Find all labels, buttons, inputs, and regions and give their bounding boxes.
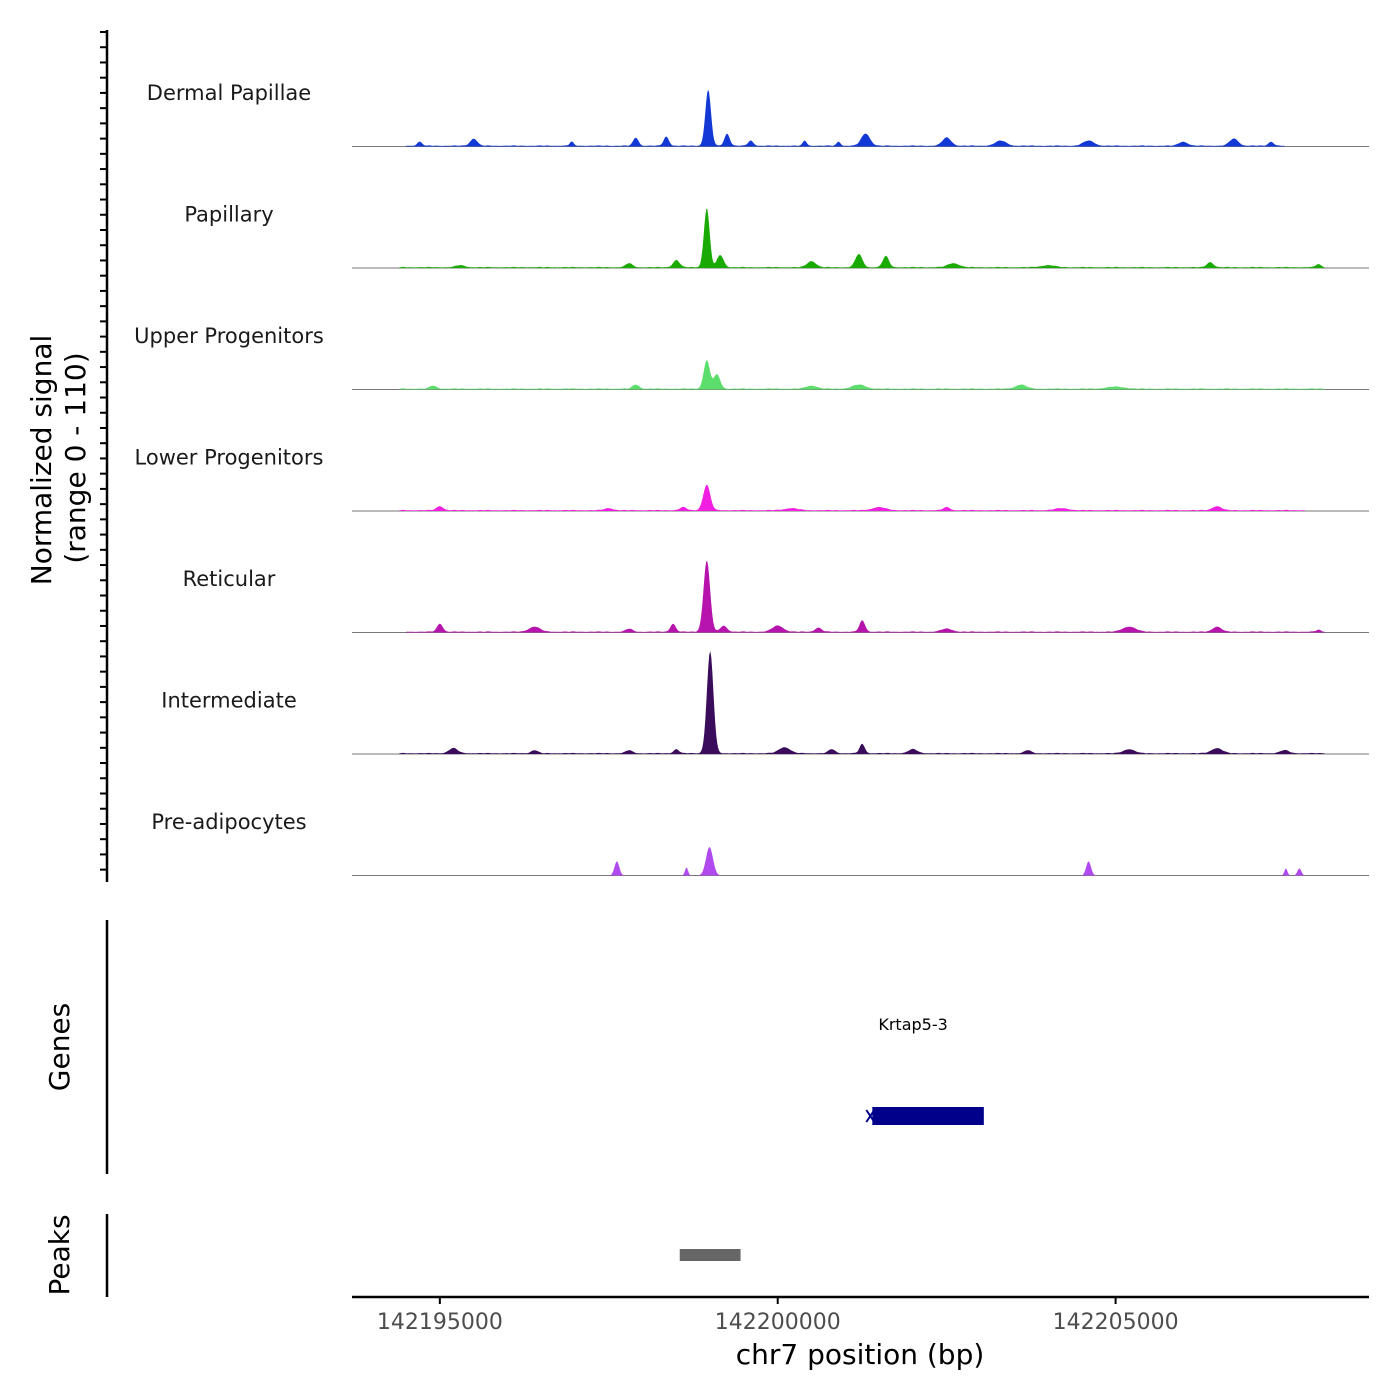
peaks-panel-label: Peaks (43, 1214, 76, 1295)
track-label: Upper Progenitors (134, 324, 324, 348)
coverage-tracks: Dermal Papillae Papillary Upper Progenitor… (134, 81, 1369, 876)
track-label: Papillary (184, 203, 273, 227)
track-papillary: Papillary (184, 203, 1369, 269)
track-upper-progenitors: Upper Progenitors (134, 324, 1369, 390)
coverage-panel: Dermal Papillae Papillary Upper Progenitor… (25, 30, 1369, 882)
signal-area-lower-progenitors (399, 484, 1305, 511)
gene-annotations: Krtap5-3 (865, 1015, 984, 1125)
x-tick-label: 142205000 (1053, 1310, 1179, 1335)
signal-area-dermal-papillae (406, 89, 1285, 147)
x-tick-label: 142200000 (715, 1310, 841, 1335)
track-dermal-papillae: Dermal Papillae (147, 81, 1369, 147)
track-label: Intermediate (161, 689, 297, 713)
track-label: Dermal Papillae (147, 81, 311, 105)
signal-area-upper-progenitors (399, 360, 1326, 390)
track-label: Pre-adipocytes (151, 810, 306, 834)
track-intermediate: Intermediate (161, 651, 1369, 755)
peak-region (679, 1249, 741, 1261)
x-axis: 142195000 142200000 142205000 chr7 positio… (352, 1295, 1369, 1371)
y-axis-range-label: (range 0 - 110) (59, 352, 92, 563)
track-pre-adipocytes: Pre-adipocytes (151, 810, 1369, 876)
x-axis-ticks: 142195000 142200000 142205000 (377, 1297, 1179, 1335)
gene-body (872, 1107, 984, 1125)
x-axis-title: chr7 position (bp) (736, 1338, 985, 1371)
track-label: Reticular (183, 567, 276, 591)
y-axis-title: Normalized signal (25, 335, 58, 586)
gene-krtap5-3: Krtap5-3 (865, 1015, 984, 1125)
peak-regions (679, 1249, 741, 1261)
signal-area-intermediate (399, 651, 1326, 754)
track-lower-progenitors: Lower Progenitors (135, 446, 1369, 512)
genes-panel: Genes Krtap5-3 (43, 920, 984, 1174)
coverage-y-ticks (100, 31, 107, 871)
track-reticular: Reticular (183, 560, 1369, 633)
genes-panel-label: Genes (43, 1003, 76, 1091)
signal-area-pre-adipocytes (352, 847, 1369, 876)
signal-area-reticular (406, 560, 1326, 633)
x-tick-label: 142195000 (377, 1310, 503, 1335)
track-label: Lower Progenitors (135, 446, 324, 470)
signal-area-papillary (399, 208, 1326, 268)
gene-label: Krtap5-3 (878, 1015, 947, 1034)
peaks-panel: Peaks (43, 1214, 741, 1297)
gene-strand-marker (865, 1109, 876, 1123)
